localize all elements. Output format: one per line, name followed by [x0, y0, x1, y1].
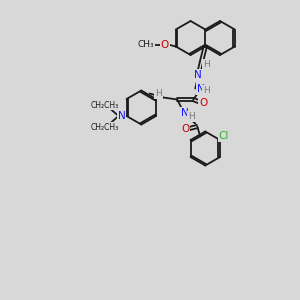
Text: H: H	[203, 86, 210, 95]
Text: H: H	[188, 112, 195, 121]
Text: N: N	[118, 111, 125, 121]
Text: Cl: Cl	[219, 131, 229, 141]
Text: H: H	[203, 60, 210, 69]
Text: O: O	[161, 40, 169, 50]
Text: CH₃: CH₃	[137, 40, 154, 49]
Text: O: O	[199, 98, 207, 109]
Text: CH₂CH₃: CH₂CH₃	[90, 100, 119, 109]
Text: O: O	[181, 124, 189, 134]
Text: N: N	[197, 83, 205, 94]
Text: N: N	[194, 70, 202, 80]
Text: CH₂CH₃: CH₂CH₃	[90, 122, 119, 131]
Text: N: N	[182, 109, 189, 118]
Text: H: H	[155, 89, 162, 98]
